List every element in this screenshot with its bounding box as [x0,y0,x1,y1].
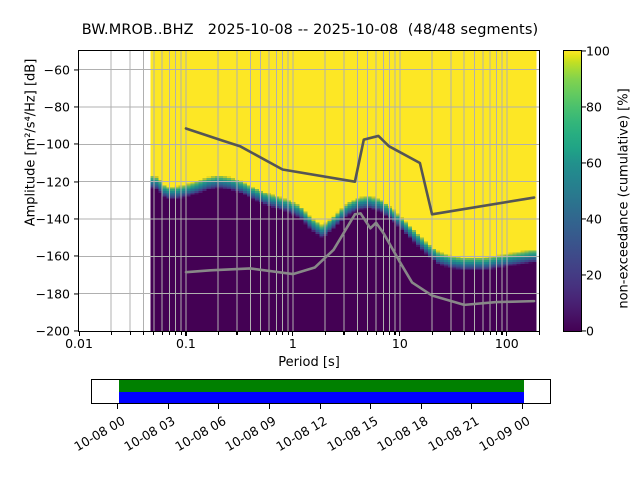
time-coverage-bar[interactable] [91,379,551,404]
x-tick-mark [185,332,187,336]
x-tick-mark-minor [375,332,377,335]
colorbar-tick-mark [582,218,586,220]
x-tick-mark-minor [431,332,433,335]
grid-lines [79,51,539,331]
time-tick-mark [471,404,473,409]
time-tick-mark [319,404,321,409]
y-tick-label: −60 [43,62,70,78]
x-tick-mark-minor [142,332,144,335]
y-tick-mark [74,181,78,183]
y-tick-label: −120 [35,174,70,190]
time-tick-mark [117,404,119,409]
x-tick-mark-minor [356,332,358,335]
x-tick-mark-minor [501,332,503,335]
x-tick-mark-minor [495,332,498,335]
x-tick-label: 10 [391,336,408,351]
x-tick-mark-minor [161,332,163,335]
x-tick-mark-minor [217,332,219,335]
x-tick-mark [506,332,508,336]
colorbar-tick-label: 0 [586,323,594,339]
x-tick-mark-minor [382,332,384,335]
x-tick-mark-minor [282,332,284,335]
x-tick-mark-minor [482,332,484,335]
x-tick-mark-minor [129,332,131,335]
x-tick-label: 0.01 [65,336,93,351]
x-tick-mark-minor [343,332,345,335]
ppsd-heatmap [79,51,539,331]
colorbar-tick-mark [582,274,586,276]
colorbar-tick-label: 20 [586,267,602,283]
time-tick-mark [167,404,169,409]
colorbar[interactable] [563,50,582,332]
y-tick-mark [74,293,78,295]
x-tick-mark-minor [260,332,262,335]
y-tick-label: −100 [35,136,70,152]
colorbar-tick-label: 60 [586,155,602,171]
time-tick-mark [218,404,220,409]
colorbar-tick-mark [582,162,586,164]
y-tick-mark [74,143,78,145]
page-title: BW.MROB..BHZ 2025-10-08 -- 2025-10-08 (4… [81,22,539,38]
time-tick-mark [268,404,270,409]
noise-model-nlnm [184,212,536,307]
x-tick-mark-minor [474,332,476,335]
colorbar-tick-mark [582,50,586,52]
x-tick-mark-minor [324,332,326,335]
y-tick-label: −160 [35,248,70,264]
x-tick-mark-minor [394,332,396,335]
colorbar-tick-label: 100 [586,43,610,59]
x-tick-mark-minor [110,332,112,335]
x-tick-mark-minor [463,332,465,335]
x-tick-label: 1 [288,336,297,351]
x-tick-mark-minor [450,332,452,335]
time-tick-mark [522,404,524,409]
x-tick-mark-minor [538,332,540,335]
y-tick-label: −180 [35,286,70,302]
y-tick-mark [74,218,78,220]
y-tick-mark [74,330,78,332]
x-tick-mark-minor [168,332,170,335]
x-tick-mark-minor [249,332,251,335]
noise-model-nhnm [184,127,536,216]
x-tick-label: 0.1 [175,336,196,351]
x-tick-mark-minor [236,332,238,335]
x-tick-mark-minor [153,332,155,335]
x-tick-mark-minor [287,332,289,335]
y-tick-mark [74,255,78,257]
colorbar-tick-label: 80 [586,99,602,115]
x-tick-mark [399,332,401,336]
x-tick-mark-minor [180,332,182,335]
y-tick-label: −80 [43,99,70,115]
x-tick-label: 100 [494,336,519,351]
x-tick-mark-minor [388,332,391,335]
x-tick-mark [292,332,294,336]
y-tick-mark [74,106,78,108]
y-tick-label: −140 [35,211,70,227]
y-tick-mark [74,69,78,71]
time-tick-mark [370,404,372,409]
colorbar-label: non-exceedance (cumulative) [%] [616,88,632,309]
x-tick-mark-minor [175,332,177,335]
x-tick-mark [78,332,80,336]
x-tick-mark-minor [489,332,491,335]
time-segment-psd [118,380,524,392]
colorbar-tick-mark [582,330,586,332]
ppsd-plot-area[interactable] [78,50,540,332]
x-tick-mark-minor [268,332,270,335]
colorbar-tick-mark [582,106,586,108]
colorbar-tick-label: 40 [586,211,602,227]
time-segment-data [118,391,524,403]
x-tick-mark-minor [367,332,369,335]
y-tick-label: −200 [35,323,70,339]
x-tick-mark-minor [275,332,277,335]
x-axis-label: Period [s] [278,355,340,370]
time-tick-mark [420,404,422,409]
